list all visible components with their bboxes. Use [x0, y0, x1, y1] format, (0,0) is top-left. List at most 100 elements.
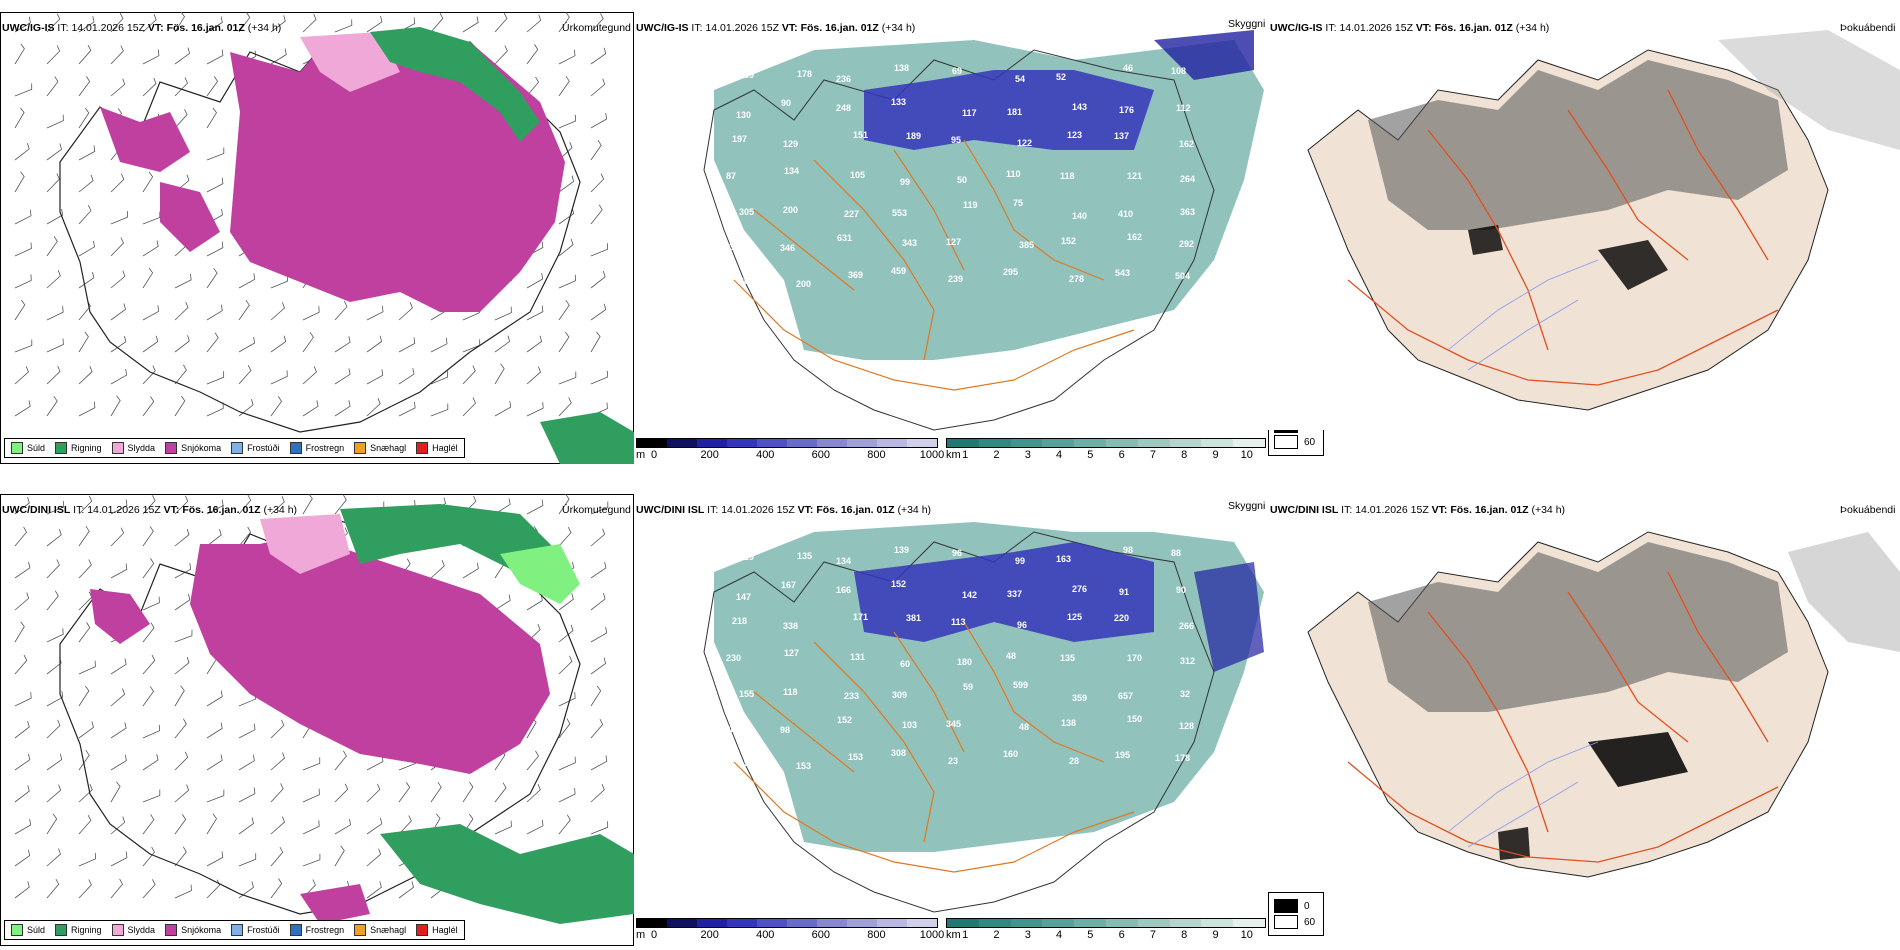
wind-barb — [558, 814, 571, 835]
colorbar-segment — [817, 439, 847, 447]
wind-barb — [14, 621, 25, 643]
wind-barb — [206, 76, 218, 97]
cloud-base-label: 48 — [1006, 651, 1016, 661]
wind-barb — [142, 171, 154, 193]
cloud-base-label: 363 — [1180, 207, 1195, 217]
wind-barb — [494, 45, 508, 65]
wind-barb — [430, 560, 445, 579]
wind-barb — [494, 363, 505, 385]
legend-swatch — [111, 924, 124, 936]
wind-barb — [174, 395, 186, 417]
colorbar-segment — [978, 919, 1011, 927]
rivers — [1447, 741, 1599, 848]
legend-label: Frostregn — [305, 443, 345, 453]
wind-barb — [302, 494, 313, 515]
legend-label: Frostúði — [247, 443, 280, 453]
cloud-base-label: 147 — [736, 592, 751, 602]
drizzle-area — [500, 544, 580, 604]
cloud-base-label: 140 — [1072, 211, 1087, 221]
wind-barb — [590, 528, 606, 547]
wind-barb — [430, 337, 448, 353]
precip-title-bottom: Úrkomutegund — [562, 504, 631, 516]
cloud-base-label: 91 — [1119, 587, 1129, 597]
colorbar-tick: 5 — [1087, 449, 1094, 461]
wind-barb — [494, 335, 511, 353]
wind-barb — [142, 305, 160, 321]
wind-barb — [206, 813, 217, 835]
colorbar-segment — [877, 439, 907, 447]
wind-barb — [270, 816, 285, 835]
colorbar-segment — [1074, 919, 1106, 927]
cloud-base-label: 181 — [1007, 107, 1022, 117]
wind-barb — [494, 820, 512, 835]
colorbar-tick: 200 — [700, 449, 719, 461]
wind-barb — [174, 301, 189, 321]
wind-barb — [238, 273, 256, 289]
cloud-base-label: 236 — [836, 74, 851, 84]
it-value: 14.01.2026 15Z — [71, 22, 145, 34]
wind-barb — [46, 628, 64, 643]
wind-barb — [14, 209, 32, 225]
cloud-base-label: 99 — [900, 177, 910, 187]
cloud-base-label: 134 — [784, 166, 799, 176]
wind-barb — [206, 371, 225, 385]
fog-legend-swatch — [1274, 899, 1298, 913]
legend-swatch — [354, 924, 367, 936]
cloud-base-label: 166 — [836, 585, 851, 595]
wind-barb — [78, 107, 90, 129]
wind-barb — [558, 299, 570, 321]
colorbar-segment — [847, 439, 877, 447]
cloud-map-bottom: 129 135 134 139 96 99 163 98 88 147 167 166 152 142 33… — [703, 522, 1264, 913]
wind-barb — [78, 401, 96, 417]
cloud-base-label: 153 — [848, 752, 863, 762]
colorbar-segment — [978, 439, 1011, 447]
wind-barb — [78, 815, 92, 835]
cloud-base-label: 75 — [1013, 198, 1023, 208]
wind-barb — [334, 336, 351, 353]
wind-barb — [14, 561, 31, 579]
colorbar-segment — [907, 439, 937, 447]
legend-swatch — [231, 442, 244, 454]
colorbar-tick: 1000 — [919, 449, 945, 461]
vt-value: Fös. 16.jan. 01Z — [1434, 22, 1513, 34]
wind-barb — [142, 814, 155, 835]
cloud-base-label: 160 — [1003, 749, 1018, 759]
cloud-base-east — [1194, 562, 1264, 672]
wind-barb — [142, 686, 154, 707]
wind-barb — [398, 881, 414, 899]
wind-barb — [206, 16, 223, 33]
it-value: 14.01.2026 15Z — [721, 504, 795, 516]
wind-barb — [590, 562, 607, 579]
wind-barb — [270, 370, 288, 385]
cloud-base-labels: 109 178 236 138 69 54 52 46 108 130 90 248 133 117 181… — [726, 63, 1195, 289]
wind-barb — [526, 335, 543, 353]
precip-map-top — [14, 12, 634, 464]
wind-barb — [14, 881, 30, 899]
wind-barb — [590, 13, 604, 33]
wind-barb — [78, 721, 94, 739]
cloud-base-label: 657 — [1118, 691, 1133, 701]
wind-barb — [46, 529, 62, 547]
wind-barb — [110, 499, 128, 515]
wind-barb — [334, 783, 349, 803]
cloud-base-label: 108 — [1171, 66, 1186, 76]
wind-barb — [558, 788, 576, 803]
legend-label: Súld — [27, 443, 46, 453]
fog-legend-label: 0 — [1304, 900, 1310, 912]
wind-barb — [302, 820, 320, 835]
wind-barb — [270, 783, 284, 803]
legend-swatch — [231, 924, 244, 936]
wind-barb — [174, 685, 185, 707]
colorbar-tick: 1 — [962, 929, 969, 941]
cloud-base-label: 138 — [894, 63, 909, 73]
colorbar-segment — [667, 919, 697, 927]
colorbar-tick: 8 — [1181, 449, 1188, 461]
wind-barb — [46, 848, 61, 867]
wind-barb — [142, 789, 161, 803]
wind-barb — [558, 397, 572, 417]
colorbar-segment — [1137, 919, 1170, 927]
model-name: UWC/DINI ISL — [636, 504, 705, 516]
wind-barb — [110, 303, 126, 321]
colorbar-tick: 0 — [651, 929, 658, 941]
wind-barb — [110, 816, 126, 835]
